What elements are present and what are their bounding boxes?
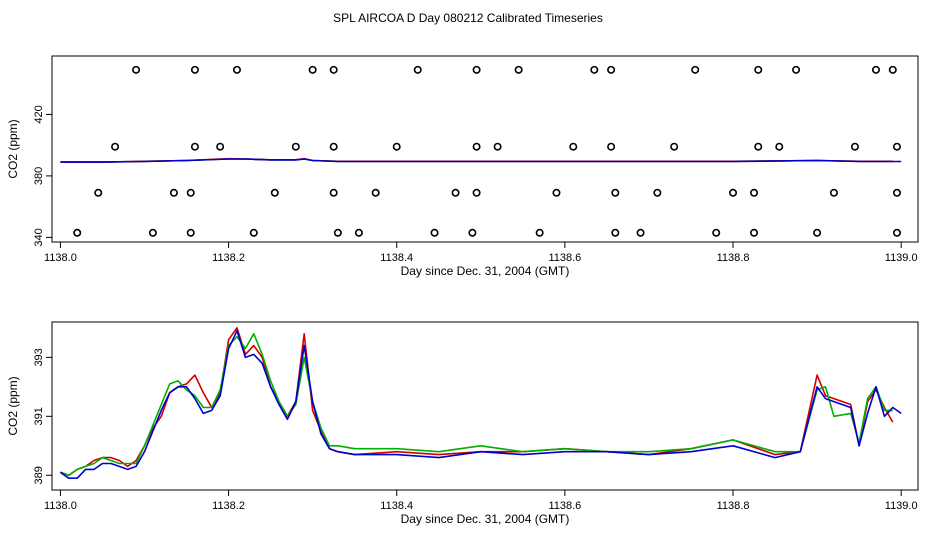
x-tick-label: 1138.8 [717, 252, 750, 264]
data-point [329, 65, 338, 74]
data-point [607, 65, 616, 74]
data-point [472, 142, 481, 151]
data-point [754, 65, 763, 74]
data-point [636, 228, 645, 237]
x-tick-label: 1138.2 [212, 500, 245, 512]
x-tick-label: 1138.6 [548, 500, 581, 512]
y-tick-label: 420 [33, 105, 45, 123]
x-tick-label: 1138.6 [548, 252, 581, 264]
data-point [607, 142, 616, 151]
data-point [472, 188, 481, 197]
data-point [329, 188, 338, 197]
data-point [892, 142, 901, 151]
data-point [472, 65, 481, 74]
series-line-2 [59, 329, 902, 480]
data-point [190, 142, 199, 151]
data-point [329, 142, 338, 151]
top-panel: 1138.0 1138.2 1138.4 1138.6 1138.8 1139.0 340 3… [6, 55, 919, 278]
data-point [611, 188, 620, 197]
data-point [468, 228, 477, 237]
bottom-panel: 1138.0 1138.2 1138.4 1138.6 1138.8 1139.0 389 3… [6, 321, 919, 526]
x-tick-label: 1139.0 [885, 252, 918, 264]
data-point [111, 142, 120, 151]
data-point [590, 65, 599, 74]
series-line-0 [60, 327, 894, 477]
data-point [552, 188, 561, 197]
data-point [94, 188, 103, 197]
x-tick-label: 1138.0 [44, 500, 77, 512]
data-point [354, 228, 363, 237]
data-point [73, 228, 82, 237]
data-point [611, 228, 620, 237]
data-point [430, 228, 439, 237]
x-tick-label: 1138.8 [717, 500, 750, 512]
y-tick-label: 340 [33, 228, 45, 246]
data-point [712, 228, 721, 237]
data-point [754, 142, 763, 151]
data-point [493, 142, 502, 151]
data-point [775, 142, 784, 151]
x-tick-label: 1138.4 [380, 252, 413, 264]
data-point [132, 65, 141, 74]
data-point [535, 228, 544, 237]
y-tick-label: 389 [33, 466, 45, 484]
data-point [829, 188, 838, 197]
series-line-2 [60, 158, 902, 163]
data-point [308, 65, 317, 74]
data-point [270, 188, 279, 197]
chart-title: SPL AIRCOA D Day 080212 Calibrated Times… [333, 11, 603, 25]
y-tick-label: 380 [33, 167, 45, 185]
x-axis-label: Day since Dec. 31, 2004 (GMT) [401, 512, 570, 526]
x-tick-label: 1138.0 [44, 252, 77, 264]
data-point [892, 228, 901, 237]
data-point [888, 65, 897, 74]
data-point [392, 142, 401, 151]
data-point [451, 188, 460, 197]
data-point [232, 65, 241, 74]
data-point [291, 142, 300, 151]
data-point [371, 188, 380, 197]
x-axis-label: Day since Dec. 31, 2004 (GMT) [401, 264, 570, 278]
data-point [186, 188, 195, 197]
x-tick-label: 1139.0 [885, 500, 918, 512]
data-point [691, 65, 700, 74]
data-point [850, 142, 859, 151]
data-point [750, 228, 759, 237]
data-point [333, 228, 342, 237]
data-point [216, 142, 225, 151]
series-line-1 [60, 332, 893, 477]
data-point [653, 188, 662, 197]
plot-frame [51, 321, 919, 491]
x-tick-label: 1138.2 [212, 252, 245, 264]
plot-frame [51, 55, 919, 243]
data-point [249, 228, 258, 237]
data-point [670, 142, 679, 151]
y-tick-label: 391 [33, 407, 45, 425]
data-point [813, 228, 822, 237]
data-point [169, 188, 178, 197]
data-point [729, 188, 738, 197]
x-tick-label: 1138.4 [380, 500, 413, 512]
data-point [892, 188, 901, 197]
y-axis-label: CO2 (ppm) [6, 376, 20, 435]
data-point [186, 228, 195, 237]
data-point [792, 65, 801, 74]
data-point [413, 65, 422, 74]
y-tick-label: 393 [33, 348, 45, 366]
y-axis-label: CO2 (ppm) [6, 119, 20, 178]
data-point [514, 65, 523, 74]
data-point [148, 228, 157, 237]
data-point [871, 65, 880, 74]
data-point [190, 65, 199, 74]
data-point [569, 142, 578, 151]
data-point [750, 188, 759, 197]
